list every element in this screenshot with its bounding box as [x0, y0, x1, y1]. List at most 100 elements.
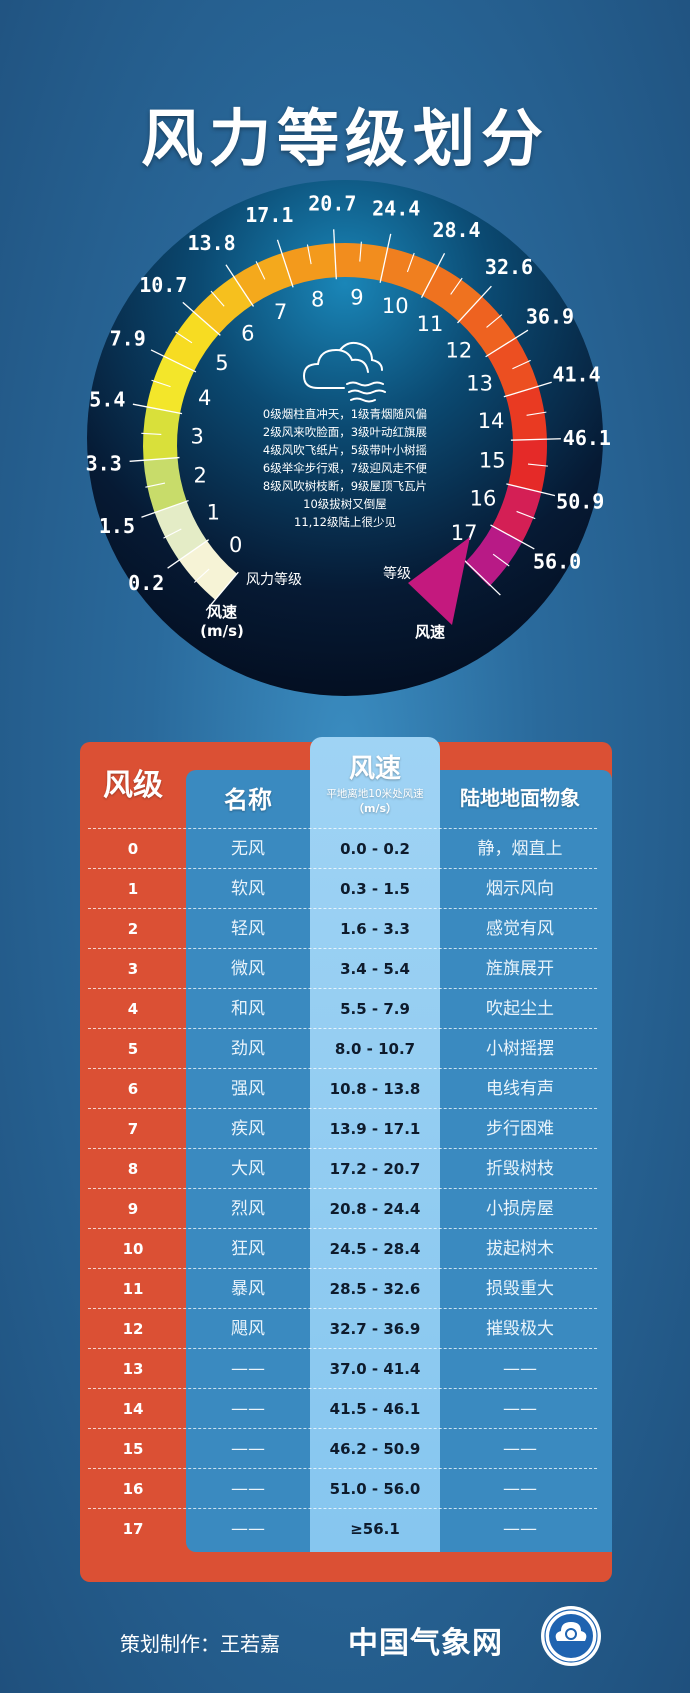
- row-divider: [88, 1148, 597, 1149]
- row-divider: [88, 1188, 597, 1189]
- cell-observation: ——: [503, 1439, 537, 1459]
- gauge-major-tick: [379, 233, 392, 283]
- cell-level: 5: [127, 1040, 139, 1058]
- gauge-minor-tick: [163, 528, 182, 539]
- gauge-description-line: 6级举伞步行艰，7级迎风走不便: [263, 461, 428, 475]
- gauge-level-label: 10: [382, 294, 409, 318]
- cell-speed: 8.0 - 10.7: [334, 1040, 416, 1058]
- table-row: 5 劲风 8.0 - 10.7 小树摇摆: [80, 1028, 612, 1068]
- gauge-arc: [142, 243, 547, 600]
- table-row: 11 暴风 28.5 - 32.6 损毁重大: [80, 1268, 612, 1308]
- cell-name: 微风: [231, 959, 265, 979]
- cma-logo-icon: [541, 1606, 601, 1666]
- gauge-minor-tick: [359, 241, 362, 262]
- credit-text: 策划制作：王若嘉: [120, 1632, 280, 1656]
- gauge-arc-segment: [146, 354, 195, 414]
- gauge-minor-tick: [151, 379, 171, 388]
- row-divider: [88, 1468, 597, 1469]
- row-divider: [88, 948, 597, 949]
- gauge-level-label: 15: [479, 448, 506, 472]
- cell-name: 狂风: [231, 1239, 265, 1259]
- cell-observation: 小损房屋: [486, 1199, 554, 1219]
- gauge-speed-label: 10.7: [139, 273, 187, 297]
- cell-level: 12: [122, 1320, 144, 1338]
- row-divider: [88, 908, 597, 909]
- table-row: 6 强风 10.8 - 13.8 电线有声: [80, 1068, 612, 1108]
- cell-name: 软风: [231, 879, 265, 899]
- gauge-level-label: 12: [445, 338, 472, 362]
- gauge-major-tick: [225, 264, 255, 307]
- row-divider: [88, 828, 597, 829]
- gauge-speed-label: 1.5: [99, 514, 135, 538]
- gauge-level-label: 6: [241, 321, 254, 345]
- gauge-level-label: 2: [194, 464, 207, 488]
- cell-name: 暴风: [231, 1279, 265, 1299]
- gauge-speed-label: 13.8: [188, 231, 236, 255]
- cell-name: 轻风: [231, 919, 265, 939]
- gauge-minor-tick: [210, 290, 225, 307]
- gauge-speed-label: 5.4: [89, 387, 125, 411]
- cell-speed: 20.8 - 24.4: [329, 1200, 421, 1218]
- table-row: 15 —— 46.2 - 50.9 ——: [80, 1428, 612, 1468]
- gauge-minor-tick: [492, 553, 510, 567]
- gauge-major-tick: [150, 349, 197, 373]
- gauge-level-label: 9: [350, 285, 363, 309]
- cell-observation: 拔起树木: [486, 1239, 554, 1259]
- cell-name: 和风: [231, 999, 265, 1019]
- gauge-arc-segment: [233, 252, 294, 305]
- gauge-minor-tick: [145, 482, 166, 488]
- cell-observation: 折毁树枝: [486, 1159, 554, 1179]
- gauge-arc-segment: [334, 243, 390, 282]
- table-row: 12 飓风 32.7 - 36.9 摧毁极大: [80, 1308, 612, 1348]
- row-divider: [88, 988, 597, 989]
- table-row: 3 微风 3.4 - 5.4 旌旗展开: [80, 948, 612, 988]
- header-speed-sub: 平地离地10米处风速: [326, 788, 424, 800]
- label-level-left: 风力等级: [246, 571, 302, 588]
- gauge-minor-tick: [175, 331, 193, 344]
- cell-level: 14: [122, 1400, 144, 1418]
- gauge-speed-label: 36.9: [526, 304, 574, 328]
- table-row: 14 —— 41.5 - 46.1 ——: [80, 1388, 612, 1428]
- gauge-minor-tick: [516, 510, 536, 520]
- gauge-speed-label: 32.6: [485, 255, 533, 279]
- gauge-major-tick: [420, 253, 446, 298]
- gauge-major-tick: [503, 381, 552, 398]
- cell-observation: ——: [503, 1479, 537, 1499]
- cell-level: 13: [122, 1360, 144, 1378]
- gauge-speed-label: 56.0: [533, 550, 581, 574]
- header-speed-unit: （m/s）: [352, 802, 398, 815]
- cell-name: 疾风: [231, 1119, 265, 1139]
- row-divider: [88, 1228, 597, 1229]
- cell-speed: 32.7 - 36.9: [329, 1320, 421, 1338]
- brand-text: 中国气象网: [348, 1626, 503, 1661]
- gauge-ticks: [129, 229, 561, 611]
- gauge-level-label: 16: [470, 486, 497, 510]
- gauge-major-tick: [490, 524, 535, 550]
- gauge-major-tick: [510, 438, 561, 441]
- gauge-level-label: 13: [466, 372, 493, 396]
- cell-level: 3: [127, 960, 139, 978]
- gauge-description-line: 11,12级陆上很少见: [294, 515, 396, 529]
- cell-level: 9: [127, 1200, 139, 1218]
- row-divider: [88, 1508, 597, 1509]
- cell-observation: 烟示风向: [486, 879, 554, 899]
- gauge-speed-label: 3.3: [86, 451, 122, 475]
- cell-observation: 旌旗展开: [486, 959, 554, 979]
- gauge-speed-labels: 0.21.53.35.47.910.713.817.1 20.7 24.428.43…: [86, 191, 611, 595]
- cell-speed: 51.0 - 56.0: [329, 1480, 421, 1498]
- cell-speed: 3.4 - 5.4: [340, 960, 410, 978]
- cell-observation: 摧毁极大: [486, 1319, 554, 1339]
- gauge-description-line: 8级风吹树枝断，9级屋顶飞瓦片: [263, 479, 427, 493]
- cell-name: 无风: [231, 839, 265, 859]
- row-divider: [88, 1388, 597, 1389]
- cell-level: 4: [127, 1000, 139, 1018]
- gauge-major-tick: [132, 403, 183, 415]
- cell-observation: 感觉有风: [486, 919, 554, 939]
- wind-gauge: 0.21.53.35.47.910.713.817.1 20.7 24.428.43…: [86, 180, 611, 696]
- cell-observation: ——: [503, 1519, 537, 1539]
- gauge-arc-segment: [143, 456, 187, 513]
- label-speed-right: 风速: [415, 623, 445, 641]
- cell-speed: 1.6 - 3.3: [340, 920, 410, 938]
- gauge-speed-label: 50.9: [556, 490, 604, 514]
